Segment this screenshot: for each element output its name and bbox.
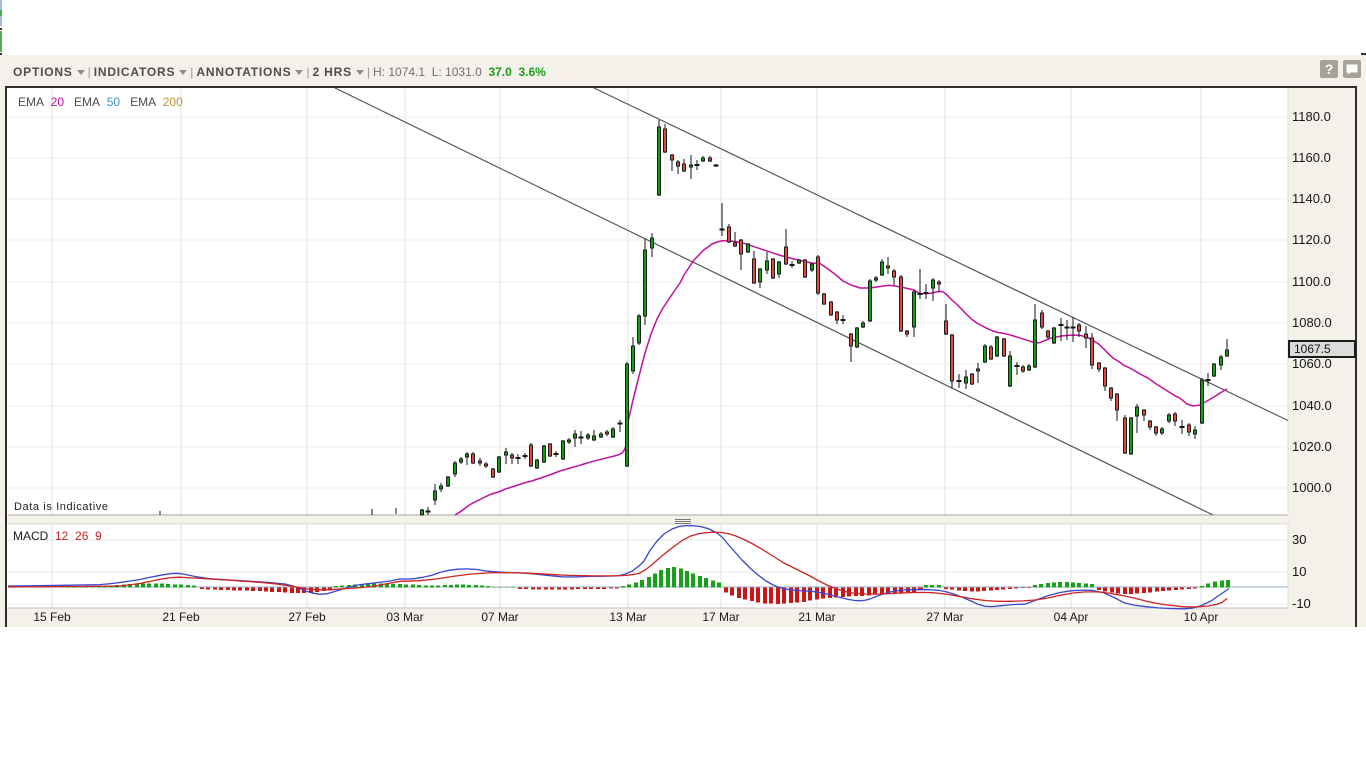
svg-text:?: ? [1325,61,1334,77]
